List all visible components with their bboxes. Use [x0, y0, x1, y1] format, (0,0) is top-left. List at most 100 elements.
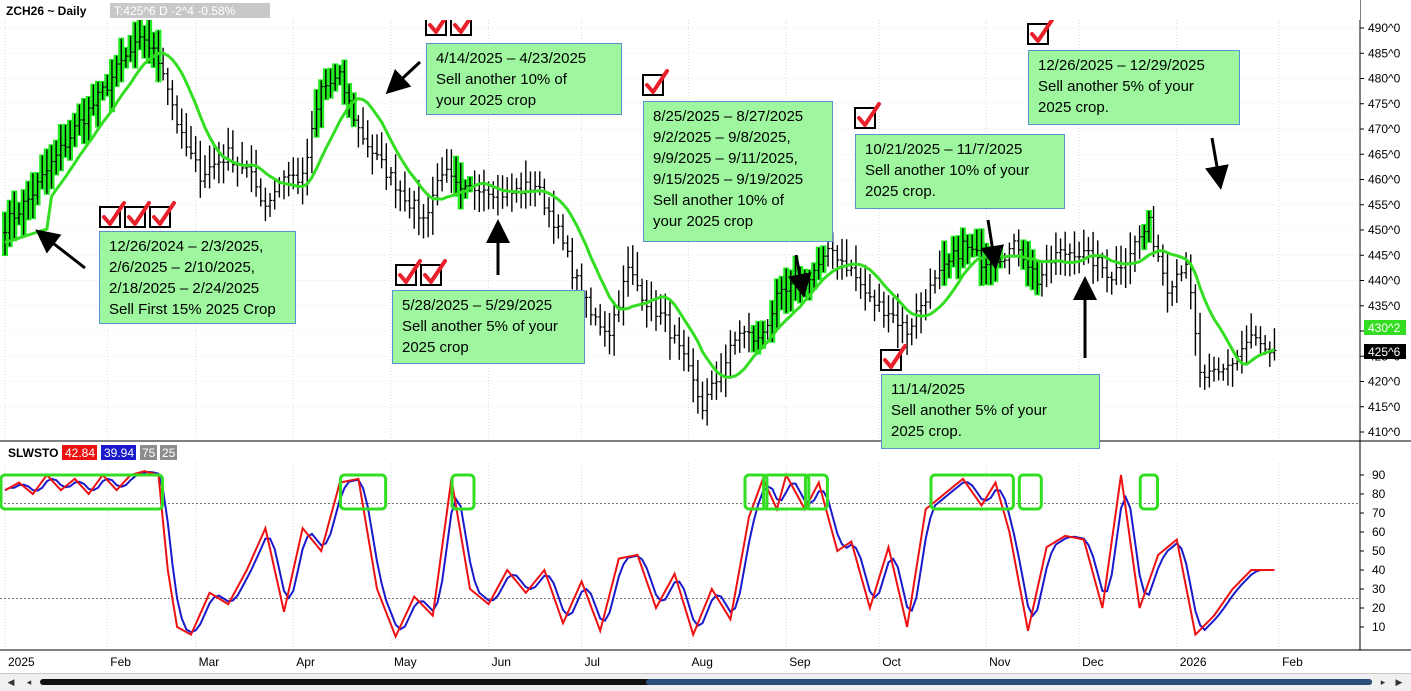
moving-average: [4, 51, 1276, 379]
checkbox-check-icon: [880, 349, 902, 371]
note-april-sale: 4/14/2025 – 4/23/2025 Sell another 10% o…: [426, 43, 622, 115]
red-check-icon: [102, 201, 126, 226]
y-tick-label: 465^0: [1368, 147, 1401, 161]
y-tick-label: 475^0: [1368, 97, 1401, 111]
note-aug-sep-sale: 8/25/2025 – 8/27/2025 9/2/2025 – 9/8/202…: [643, 101, 833, 242]
red-check-icon: [857, 102, 881, 127]
stoch-highlight-box: [762, 473, 811, 511]
x-tick-label: Feb: [1282, 655, 1303, 669]
stoch-y-tick-label: 20: [1372, 601, 1386, 615]
stoch-highlight-box: [0, 473, 164, 511]
x-tick-label: Aug: [692, 655, 713, 669]
scroll-forward-icon[interactable]: ▸: [1380, 677, 1386, 687]
x-tick-label: Sep: [789, 655, 811, 669]
axes: 2025 Feb Mar Apr May Jun Jul Aug Sep Oct Nov Dec 202…: [0, 0, 1411, 669]
price-bars: [3, 18, 1277, 426]
note-oct-nov-sale: 10/21/2025 – 11/7/2025 Sell another 10% …: [855, 134, 1065, 209]
stoch-fast-value: 42.84: [65, 446, 95, 460]
y-tick-label: 445^0: [1368, 248, 1401, 262]
x-tick-label: Oct: [882, 655, 901, 669]
red-check-icon: [423, 259, 447, 284]
y-tick-label: 470^0: [1368, 122, 1401, 136]
note-nov-sale: 11/14/2025 Sell another 5% of your 2025 …: [881, 374, 1100, 449]
scroll-back-icon[interactable]: ◂: [26, 677, 32, 687]
stoch-y-tick-label: 30: [1372, 582, 1386, 596]
checkbox-check-icon: [395, 264, 417, 286]
checkbox-check-icon: [99, 206, 121, 228]
y-tick-label: 490^0: [1368, 21, 1401, 35]
x-tick-label: Jun: [492, 655, 511, 669]
scroll-right-icon[interactable]: ▶: [1395, 677, 1403, 687]
moving-average-line: [4, 51, 1276, 379]
red-check-icon: [127, 201, 151, 226]
checkbox-check-icon: [642, 74, 664, 96]
note-first-sale: 12/26/2024 – 2/3/2025, 2/6/2025 – 2/10/2…: [99, 231, 296, 324]
stoch-slow-value: 39.94: [104, 446, 134, 460]
annotation-arrow: [787, 254, 812, 298]
red-check-icon: [1030, 18, 1054, 43]
x-tick-label: Nov: [989, 655, 1010, 669]
checkbox-check-icon: [1027, 23, 1049, 45]
note-dec-sale: 12/26/2025 – 12/29/2025 Sell another 5% …: [1028, 50, 1240, 125]
note-may-sale: 5/28/2025 – 5/29/2025 Sell another 5% of…: [392, 290, 585, 364]
stoch-highlight-box: [1138, 473, 1160, 511]
header-value: T:425^6 D -2^4 -0.58%: [114, 4, 236, 18]
x-tick-label: 2026: [1180, 655, 1207, 669]
stoch-fast-line: [4, 470, 1275, 640]
y-tick-label: 415^0: [1368, 400, 1401, 414]
stoch-y-tick-label: 60: [1372, 525, 1386, 539]
red-check-icon: [152, 201, 176, 226]
stoch-highlight-box: [450, 473, 476, 511]
red-check-icon: [883, 344, 907, 369]
x-tick-label: Dec: [1082, 655, 1103, 669]
y-tick-label: 450^0: [1368, 223, 1401, 237]
ma-price-label: 430^2: [1368, 321, 1401, 335]
annotation-arrow: [35, 229, 86, 270]
red-check-icon: [645, 69, 669, 94]
stoch-highlight-box: [338, 473, 388, 511]
stoch-y-tick-label: 80: [1372, 487, 1386, 501]
x-tick-label: May: [394, 655, 417, 669]
x-tick-label: Apr: [296, 655, 315, 669]
annotation-arrow: [980, 219, 1005, 270]
checkbox-check-icon: [149, 206, 171, 228]
scroll-left-icon[interactable]: ◀: [7, 677, 15, 687]
stoch-y-tick-label: 50: [1372, 544, 1386, 558]
y-tick-label: 440^0: [1368, 274, 1401, 288]
y-tick-label: 455^0: [1368, 198, 1401, 212]
annotation-arrow: [1205, 137, 1229, 190]
stoch-lower-value: 25: [162, 446, 176, 460]
y-tick-label: 480^0: [1368, 72, 1401, 86]
stoch-title: SLWSTO: [8, 446, 58, 460]
chart-title: ZCH26 ~ Daily: [6, 4, 87, 18]
x-tick-label: 2025: [8, 655, 35, 669]
x-tick-label: Feb: [110, 655, 131, 669]
y-tick-label: 420^0: [1368, 375, 1401, 389]
scroll-thumb[interactable]: [646, 679, 1372, 685]
x-tick-label: Mar: [199, 655, 220, 669]
stoch-highlight-box: [1017, 473, 1043, 511]
stoch-y-tick-label: 10: [1372, 620, 1386, 634]
y-tick-label: 460^0: [1368, 173, 1401, 187]
stoch-y-tick-label: 90: [1372, 468, 1386, 482]
chart-scrollbar[interactable]: ◀ ◂ ▸ ▶: [0, 673, 1411, 691]
y-tick-label: 435^0: [1368, 299, 1401, 313]
stoch-y-tick-label: 70: [1372, 506, 1386, 520]
stoch-y-tick-label: 40: [1372, 563, 1386, 577]
stoch-highlight-box: [803, 473, 829, 511]
checkbox-check-icon: [124, 206, 146, 228]
stoch-highlight-box: [743, 473, 769, 511]
stoch-highlight-box: [929, 473, 1015, 511]
x-tick-label: Jul: [585, 655, 600, 669]
stoch-upper-value: 75: [142, 446, 156, 460]
checkbox-check-icon: [854, 107, 876, 129]
last-price-label: 425^6: [1368, 345, 1401, 359]
stochastic-highlight-boxes: [0, 473, 1160, 511]
red-check-icon: [398, 259, 422, 284]
stochastic-panel: [4, 470, 1275, 640]
y-tick-label: 410^0: [1368, 425, 1401, 439]
y-tick-label: 485^0: [1368, 46, 1401, 60]
annotation-arrow: [385, 60, 422, 95]
annotation-arrows: [35, 60, 1229, 358]
checkbox-check-icon: [420, 264, 442, 286]
